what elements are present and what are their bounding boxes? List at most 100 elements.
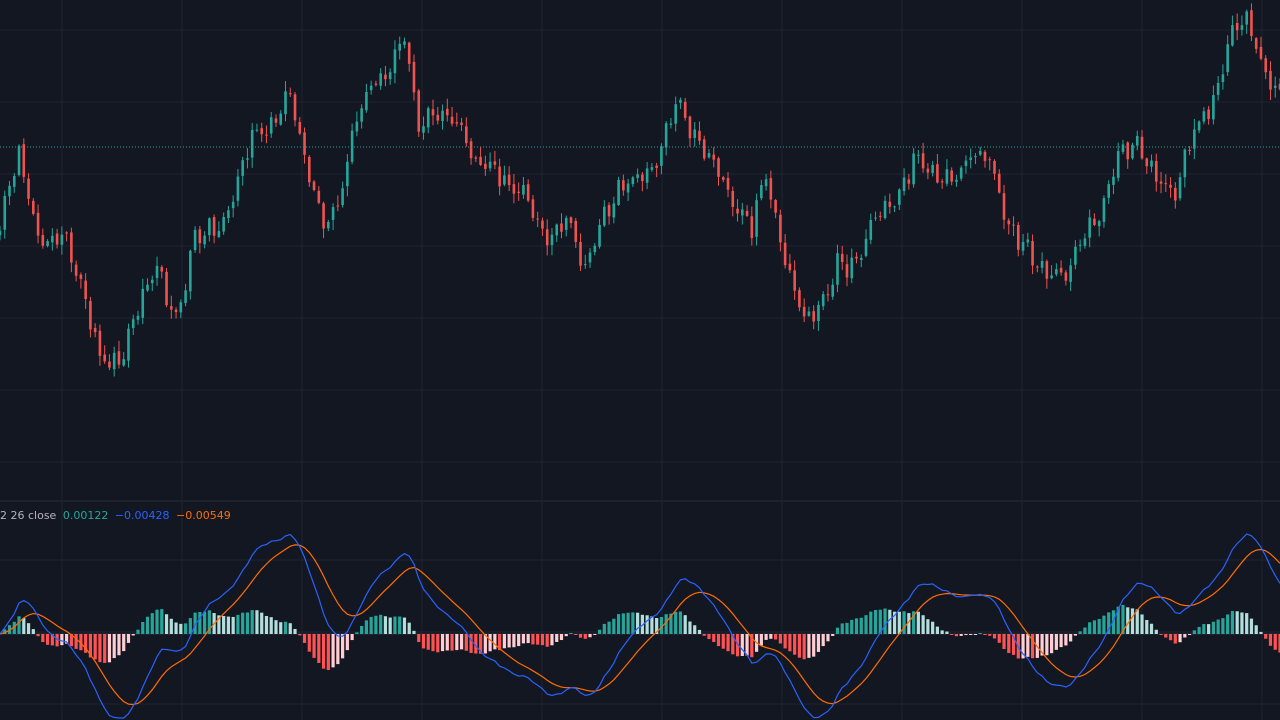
candle-bear [717, 156, 720, 186]
histogram-bar [350, 634, 354, 641]
histogram-bar [602, 623, 606, 634]
candle-bear [79, 272, 83, 289]
histogram-bar [940, 630, 944, 634]
histogram-bar [22, 618, 26, 634]
candle-bull [617, 176, 620, 206]
candle-body [1112, 176, 1115, 185]
candle-body [574, 220, 578, 243]
candle-body [626, 183, 630, 193]
candle-bull [388, 68, 392, 85]
candle-bull [1116, 142, 1120, 182]
candle-body [150, 279, 154, 284]
candle-body [231, 201, 235, 209]
candle-bull [1150, 154, 1153, 173]
histogram-bar [593, 634, 597, 635]
histogram-bar [650, 616, 654, 634]
candle-body [755, 200, 758, 237]
candle-bear [579, 233, 582, 272]
histogram-bar [1135, 609, 1139, 634]
histogram-bar [117, 634, 121, 656]
candle-bull [555, 223, 559, 242]
candle-bull [1197, 120, 1201, 134]
candle-body [1059, 267, 1063, 273]
histogram-bar [393, 616, 397, 634]
candle-body [517, 191, 520, 193]
candle-body [227, 210, 230, 219]
candle-bear [160, 265, 164, 279]
candle-bull [1135, 130, 1139, 151]
histogram-bar [483, 634, 487, 654]
candle-body [98, 330, 102, 356]
histogram-bar [1049, 634, 1054, 654]
histogram-bar [578, 634, 583, 638]
histogram-bar [1202, 624, 1206, 634]
candle-body [712, 154, 716, 160]
candle-body [469, 141, 473, 159]
candle-bull [1040, 252, 1044, 274]
histogram-bar [1011, 634, 1016, 655]
candle-body [322, 203, 325, 229]
candle-bull [598, 218, 601, 249]
candle-bull [807, 306, 811, 317]
histogram-bar [417, 634, 421, 643]
histogram-bar [536, 634, 540, 645]
histogram-bar [854, 618, 859, 634]
histogram-bar [360, 625, 364, 634]
histogram-bar [907, 613, 911, 634]
candle-body [669, 123, 673, 125]
candle-bear [983, 149, 987, 168]
candle-bear [450, 106, 454, 127]
candle-bull [674, 96, 677, 132]
histogram-bar [983, 634, 987, 635]
candle-body [122, 359, 126, 366]
candle-body [950, 170, 953, 182]
candle-bull [141, 278, 145, 325]
candle-bull [1240, 15, 1244, 36]
candle-bull [1088, 209, 1091, 248]
candle-bull [422, 116, 425, 140]
candle-body [993, 160, 996, 174]
candle-bear [745, 205, 749, 217]
histogram-bar [892, 611, 897, 634]
histogram-bar [1211, 621, 1215, 634]
candle-bull [60, 226, 64, 255]
histogram-bar [507, 634, 511, 648]
histogram-bar [131, 634, 135, 636]
candle-bear [1126, 141, 1130, 169]
candle-bull [1226, 35, 1229, 76]
candle-body [1107, 184, 1110, 198]
candle-body [579, 242, 582, 266]
candle-bull [755, 193, 758, 246]
candle-bear [407, 41, 411, 72]
histogram-bar [374, 615, 378, 634]
candle-body [636, 174, 639, 179]
price-candles[interactable] [0, 3, 1280, 377]
histogram-bar [1111, 610, 1116, 634]
candle-bull [869, 213, 873, 245]
candle-body [1193, 129, 1196, 149]
candle-body [108, 361, 111, 368]
histogram-bar [198, 611, 202, 634]
candle-body [907, 179, 911, 184]
candle-body [650, 167, 654, 170]
candle-body [507, 174, 511, 186]
macd-legend[interactable]: 2 26 close 0.00122 −0.00428 −0.00549 [0, 509, 234, 523]
candle-bull [836, 244, 839, 293]
candle-body [631, 177, 635, 185]
histogram-bar [26, 623, 31, 634]
candle-bull [217, 221, 221, 239]
candle-bull [969, 148, 973, 169]
candle-body [32, 200, 35, 214]
candle-body [555, 224, 559, 236]
candle-body [1150, 160, 1153, 167]
candle-bear [27, 173, 30, 206]
histogram-bar [274, 620, 278, 634]
candle-bear [1235, 13, 1239, 41]
candle-bear [855, 252, 858, 264]
candle-body [1069, 265, 1072, 282]
candle-body [1202, 111, 1206, 122]
histogram-bar [969, 634, 973, 635]
candle-body [60, 234, 64, 245]
candle-body [155, 265, 159, 278]
